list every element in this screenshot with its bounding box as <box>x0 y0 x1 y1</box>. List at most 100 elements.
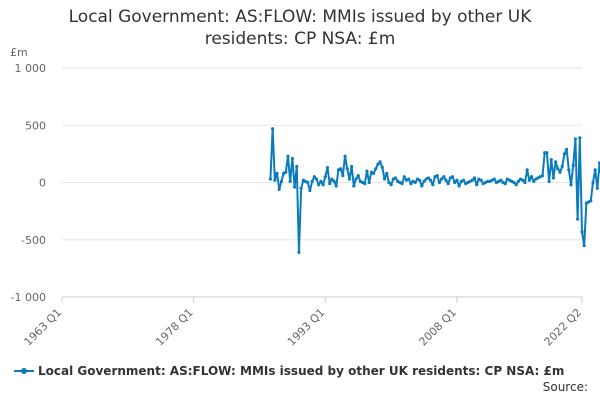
data-point[interactable] <box>593 168 597 172</box>
data-point[interactable] <box>551 176 556 180</box>
data-point[interactable] <box>576 217 580 221</box>
data-point[interactable] <box>580 230 584 234</box>
data-point[interactable] <box>582 243 586 248</box>
data-point[interactable] <box>376 162 380 166</box>
data-point[interactable] <box>275 171 279 175</box>
data-point[interactable] <box>339 167 343 171</box>
data-point[interactable] <box>527 178 531 182</box>
data-point[interactable] <box>562 152 567 156</box>
data-point[interactable] <box>290 156 294 161</box>
data-point[interactable] <box>461 178 466 182</box>
data-point[interactable] <box>446 182 450 186</box>
data-point[interactable] <box>371 171 376 175</box>
data-point[interactable] <box>569 183 573 187</box>
data-point[interactable] <box>332 179 336 183</box>
data-point[interactable] <box>479 178 483 182</box>
data-point[interactable] <box>354 177 358 181</box>
data-point[interactable] <box>325 166 330 170</box>
data-point[interactable] <box>573 137 578 141</box>
data-point[interactable] <box>341 174 345 178</box>
data-point[interactable] <box>591 180 595 185</box>
data-point[interactable] <box>352 184 356 188</box>
data-point[interactable] <box>525 168 529 172</box>
data-point[interactable] <box>409 182 413 186</box>
data-point[interactable] <box>334 184 338 188</box>
data-point[interactable] <box>453 180 457 185</box>
data-point[interactable] <box>308 188 312 193</box>
data-point[interactable] <box>365 169 369 173</box>
data-point[interactable] <box>439 177 444 181</box>
data-point[interactable] <box>549 158 553 162</box>
data-point[interactable] <box>295 164 299 169</box>
data-point[interactable] <box>521 178 525 182</box>
data-point[interactable] <box>571 163 575 167</box>
data-point[interactable] <box>457 184 461 188</box>
data-point[interactable] <box>426 176 431 180</box>
data-point[interactable] <box>330 177 334 181</box>
data-point[interactable] <box>312 175 316 179</box>
data-point[interactable] <box>437 180 441 185</box>
data-point[interactable] <box>323 175 327 179</box>
data-point[interactable] <box>455 178 459 182</box>
data-point[interactable] <box>492 177 496 181</box>
data-point[interactable] <box>595 186 599 190</box>
data-point[interactable] <box>400 182 404 186</box>
data-point[interactable] <box>277 187 281 191</box>
data-point[interactable] <box>347 177 352 181</box>
data-point[interactable] <box>560 164 564 169</box>
data-point[interactable] <box>472 176 477 180</box>
data-point[interactable] <box>444 178 448 182</box>
data-point[interactable] <box>389 183 393 187</box>
data-point[interactable] <box>279 179 284 183</box>
data-point[interactable] <box>356 174 360 178</box>
data-point[interactable] <box>299 186 303 190</box>
data-point[interactable] <box>317 183 321 187</box>
data-point[interactable] <box>529 175 534 179</box>
data-point[interactable] <box>545 151 549 155</box>
data-point[interactable] <box>378 160 382 164</box>
data-point[interactable] <box>558 170 562 174</box>
data-point[interactable] <box>589 199 593 203</box>
data-point[interactable] <box>554 160 558 164</box>
data-point[interactable] <box>385 171 389 175</box>
data-point[interactable] <box>288 179 292 183</box>
data-point[interactable] <box>310 179 314 183</box>
data-point[interactable] <box>565 147 569 151</box>
data-point[interactable] <box>486 179 490 183</box>
data-point[interactable] <box>319 179 323 183</box>
data-point[interactable] <box>429 178 433 182</box>
data-point[interactable] <box>514 183 518 187</box>
data-point[interactable] <box>271 127 275 131</box>
data-point[interactable] <box>442 175 446 179</box>
data-point[interactable] <box>380 166 384 170</box>
data-point[interactable] <box>418 178 422 182</box>
data-point[interactable] <box>306 180 310 185</box>
data-point[interactable] <box>475 183 479 187</box>
data-point[interactable] <box>402 175 406 179</box>
data-point[interactable] <box>286 154 290 158</box>
data-point[interactable] <box>350 164 354 169</box>
data-point[interactable] <box>413 180 417 185</box>
data-point[interactable] <box>499 178 503 182</box>
data-point[interactable] <box>407 177 411 181</box>
data-point[interactable] <box>567 168 571 172</box>
data-point[interactable] <box>470 178 474 182</box>
data-point[interactable] <box>578 136 582 140</box>
data-point[interactable] <box>284 170 288 174</box>
data-point[interactable] <box>431 183 435 187</box>
data-point[interactable] <box>343 154 347 158</box>
legend[interactable]: Local Government: AS:FLOW: MMIs issued b… <box>14 362 564 380</box>
data-point[interactable] <box>328 182 332 186</box>
data-point[interactable] <box>367 180 371 185</box>
data-point[interactable] <box>297 250 301 254</box>
data-point[interactable] <box>321 183 325 187</box>
data-point[interactable] <box>393 176 398 180</box>
data-point[interactable] <box>420 184 424 188</box>
data-point[interactable] <box>345 167 349 171</box>
data-point[interactable] <box>516 179 520 183</box>
data-point[interactable] <box>363 182 367 186</box>
data-point[interactable] <box>540 174 545 178</box>
data-point[interactable] <box>512 180 516 185</box>
data-point[interactable] <box>532 179 536 183</box>
data-point[interactable] <box>435 174 439 178</box>
